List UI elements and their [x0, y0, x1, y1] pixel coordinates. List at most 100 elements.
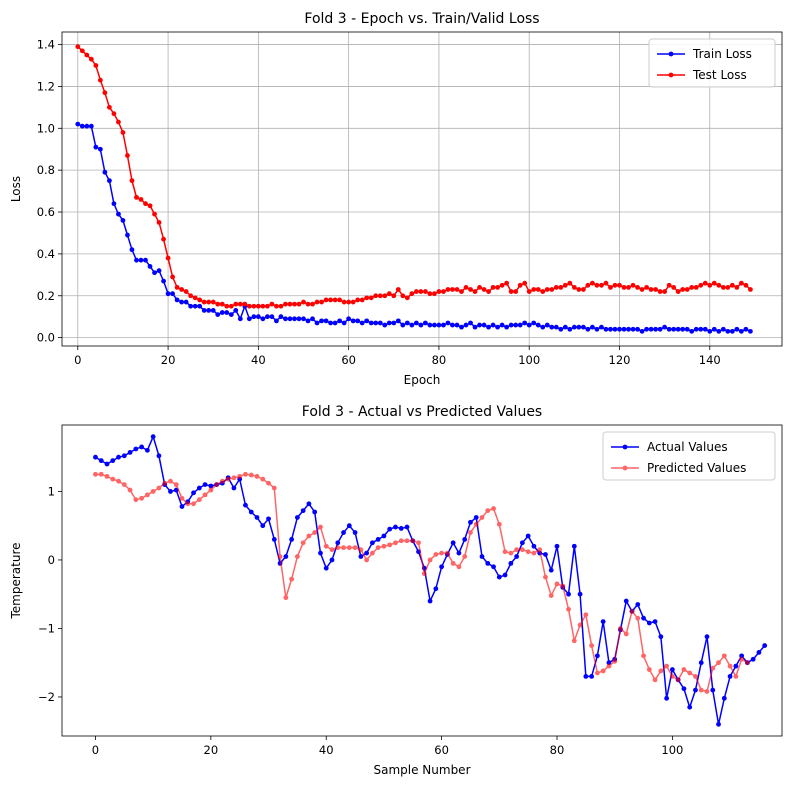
data-point [219, 310, 225, 315]
data-point [450, 560, 456, 566]
data-point [508, 289, 514, 294]
data-point [473, 515, 479, 520]
data-point [368, 320, 374, 326]
legend-point [622, 465, 628, 471]
data-point [543, 574, 548, 580]
data-point [312, 509, 318, 515]
data-point [292, 316, 297, 322]
data-point [589, 674, 595, 679]
data-point [669, 667, 675, 672]
data-point [292, 301, 297, 307]
data-point [687, 704, 693, 710]
data-point [716, 721, 721, 727]
data-point [499, 322, 505, 328]
data-point [318, 550, 323, 556]
data-point [590, 324, 595, 330]
data-point [260, 523, 266, 529]
data-point [560, 583, 566, 589]
data-point [535, 322, 541, 328]
data-point [323, 565, 329, 571]
data-point [306, 501, 312, 507]
data-point [224, 303, 230, 309]
data-point [721, 653, 727, 659]
data-point [139, 495, 145, 501]
data-point [543, 552, 548, 557]
data-point [514, 547, 520, 553]
data-point [110, 458, 116, 464]
data-point [337, 318, 343, 324]
data-point [750, 656, 756, 662]
data-point [508, 560, 514, 566]
data-point [675, 289, 681, 294]
data-point [110, 476, 116, 482]
data-point [79, 123, 85, 129]
x-tick-label: 60 [434, 743, 449, 757]
data-point [144, 492, 150, 498]
data-point [594, 326, 600, 332]
data-point [707, 328, 713, 334]
data-point [738, 328, 744, 334]
data-point [462, 537, 468, 542]
data-point [269, 301, 275, 307]
data-point [191, 501, 196, 507]
data-point [381, 533, 387, 539]
y-tick-label: 0.4 [37, 247, 55, 261]
data-point [192, 295, 198, 301]
data-point [129, 247, 135, 253]
data-point [332, 320, 338, 326]
legend-marker [657, 72, 685, 78]
data-point [612, 282, 618, 288]
data-point [165, 291, 171, 297]
data-point [296, 301, 302, 307]
data-point [133, 446, 139, 452]
data-point [748, 287, 753, 292]
data-point [662, 324, 668, 330]
data-point [93, 454, 98, 460]
data-point [490, 322, 496, 328]
data-point [156, 220, 162, 225]
data-point [369, 550, 375, 556]
data-point [224, 310, 230, 315]
legend-marker [611, 465, 639, 471]
data-point [364, 295, 370, 301]
data-point [418, 289, 424, 294]
legend-marker [657, 51, 685, 57]
data-point [454, 322, 460, 328]
data-point [641, 653, 646, 659]
data-point [554, 543, 560, 549]
data-point [652, 677, 658, 683]
data-point [310, 301, 315, 307]
data-point [208, 483, 214, 489]
data-point [468, 320, 473, 326]
data-point [422, 320, 428, 326]
data-point [296, 316, 302, 322]
data-point [693, 674, 698, 679]
data-point [711, 280, 717, 286]
data-point [502, 549, 508, 555]
data-point [375, 545, 381, 551]
data-point [228, 312, 234, 317]
data-point [481, 322, 487, 328]
data-point [391, 320, 397, 326]
data-point [192, 303, 198, 309]
data-point [693, 326, 699, 332]
data-point [242, 301, 248, 307]
data-point [608, 284, 613, 290]
data-point [689, 328, 695, 334]
data-point [400, 322, 406, 328]
data-point [748, 328, 753, 334]
data-point [332, 297, 338, 303]
data-point [525, 549, 531, 555]
data-point [197, 297, 203, 303]
data-point [287, 301, 293, 307]
data-point [739, 656, 745, 662]
y-tick-label: 1.0 [37, 121, 55, 135]
data-point [277, 554, 283, 559]
data-point [525, 533, 531, 539]
data-point [635, 284, 640, 290]
data-point [395, 287, 401, 292]
data-point [121, 453, 127, 459]
data-point [549, 324, 555, 330]
data-point [98, 471, 104, 477]
data-point [319, 318, 324, 324]
